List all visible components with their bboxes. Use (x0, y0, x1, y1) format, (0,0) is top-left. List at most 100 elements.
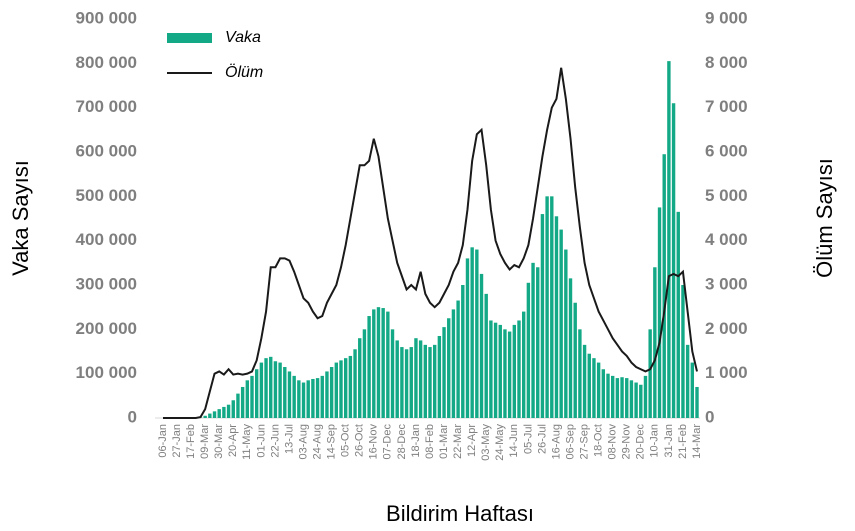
legend-swatch (167, 33, 212, 43)
bar (297, 380, 301, 418)
x-tick-label: 24-Aug (311, 424, 323, 459)
bar (456, 300, 460, 418)
bar (484, 293, 488, 418)
bar (203, 415, 207, 418)
bar (517, 320, 521, 418)
x-tick-label: 13-Jul (283, 424, 295, 454)
bar (315, 378, 320, 418)
x-tick-label: 27-Jan (171, 424, 183, 458)
bar (348, 355, 353, 418)
x-tick-label: 31-Jan (663, 424, 675, 458)
y-tick-label: 300 000 (76, 274, 137, 293)
bar (358, 338, 362, 418)
bar (339, 360, 343, 418)
bar (521, 311, 526, 418)
bar (554, 216, 559, 418)
x-tick-label: 07-Dec (382, 424, 394, 460)
bar (461, 285, 465, 418)
x-tick-label: 26-Oct (354, 424, 366, 457)
bar (681, 285, 685, 418)
bar (283, 367, 287, 418)
y-tick-label: 800 000 (76, 53, 137, 72)
bar (273, 361, 278, 418)
y-axis-title: Vaka Sayısı (8, 160, 33, 276)
bar (578, 329, 582, 418)
x-tick-label: 08-Feb (424, 424, 436, 459)
y2-tick-label: 4 000 (705, 230, 748, 249)
bar (320, 375, 324, 418)
bar (400, 347, 404, 418)
bar (596, 362, 601, 418)
x-tick-label: 16-Nov (368, 424, 380, 460)
x-tick-label: 14-Sep (326, 424, 338, 459)
y-tick-label: 100 000 (76, 363, 137, 382)
bar (423, 344, 428, 418)
y-tick-label: 500 000 (76, 186, 137, 205)
bar (254, 369, 259, 418)
bar (259, 362, 264, 418)
bar (353, 349, 357, 418)
bar (615, 378, 620, 418)
bar (676, 211, 680, 418)
bar (343, 358, 348, 418)
bar (465, 258, 470, 418)
y2-tick-label: 8 000 (705, 53, 748, 72)
y2-tick-label: 0 (705, 407, 714, 426)
x-tick-label: 05-Jul (522, 424, 534, 454)
bar (507, 331, 512, 418)
x-tick-label: 11-May (241, 424, 253, 460)
bar (367, 316, 371, 418)
x-tick-label: 01-Mar (438, 424, 450, 459)
legend-label: Vaka (225, 29, 261, 46)
x-tick-label: 08-Nov (607, 424, 619, 460)
bar (493, 322, 498, 418)
bar (311, 378, 315, 418)
x-tick-label: 05-Oct (340, 424, 352, 457)
bar (695, 386, 699, 418)
x-tick-label: 01-Jun (255, 424, 267, 458)
bar (489, 320, 493, 418)
bar (479, 273, 484, 418)
bar (306, 380, 310, 418)
bar (451, 309, 456, 418)
x-tick-label: 21-Feb (677, 424, 689, 459)
bar (531, 262, 535, 418)
bar (301, 382, 306, 418)
y-tick-label: 900 000 (76, 8, 137, 27)
bar (550, 196, 554, 418)
x-tick-label: 06-Jan (157, 424, 169, 458)
x-tick-label: 16-Aug (550, 424, 562, 459)
bar (601, 369, 606, 418)
y2-tick-label: 7 000 (705, 97, 748, 116)
x-tick-label: 10-Jan (649, 424, 661, 458)
y2-tick-label: 5 000 (705, 186, 748, 205)
x-tick-label: 24-May (494, 424, 506, 461)
bar (231, 400, 235, 418)
bar (498, 324, 502, 418)
bar (418, 340, 423, 418)
y2-tick-label: 9 000 (705, 8, 748, 27)
legend-label: Ölüm (225, 63, 263, 81)
bar (250, 375, 254, 418)
bar (512, 324, 517, 418)
bar (690, 362, 695, 418)
bar (568, 278, 573, 418)
bar (212, 411, 217, 418)
bar (269, 356, 273, 418)
bar (428, 347, 432, 418)
y2-tick-label: 3 000 (705, 274, 748, 293)
x-tick-label: 30-Mar (213, 424, 225, 459)
bar (657, 207, 662, 418)
bar (395, 340, 399, 418)
y2-tick-label: 2 000 (705, 319, 748, 338)
y-tick-label: 0 (128, 407, 137, 426)
bar (625, 378, 629, 418)
y2-tick-label: 6 000 (705, 141, 748, 160)
bar (442, 327, 446, 418)
x-axis-title: Bildirim Haftası (386, 501, 534, 526)
bar (208, 413, 212, 418)
bar (639, 384, 643, 418)
bar (470, 247, 474, 418)
bar (620, 377, 624, 418)
bar (653, 267, 657, 418)
